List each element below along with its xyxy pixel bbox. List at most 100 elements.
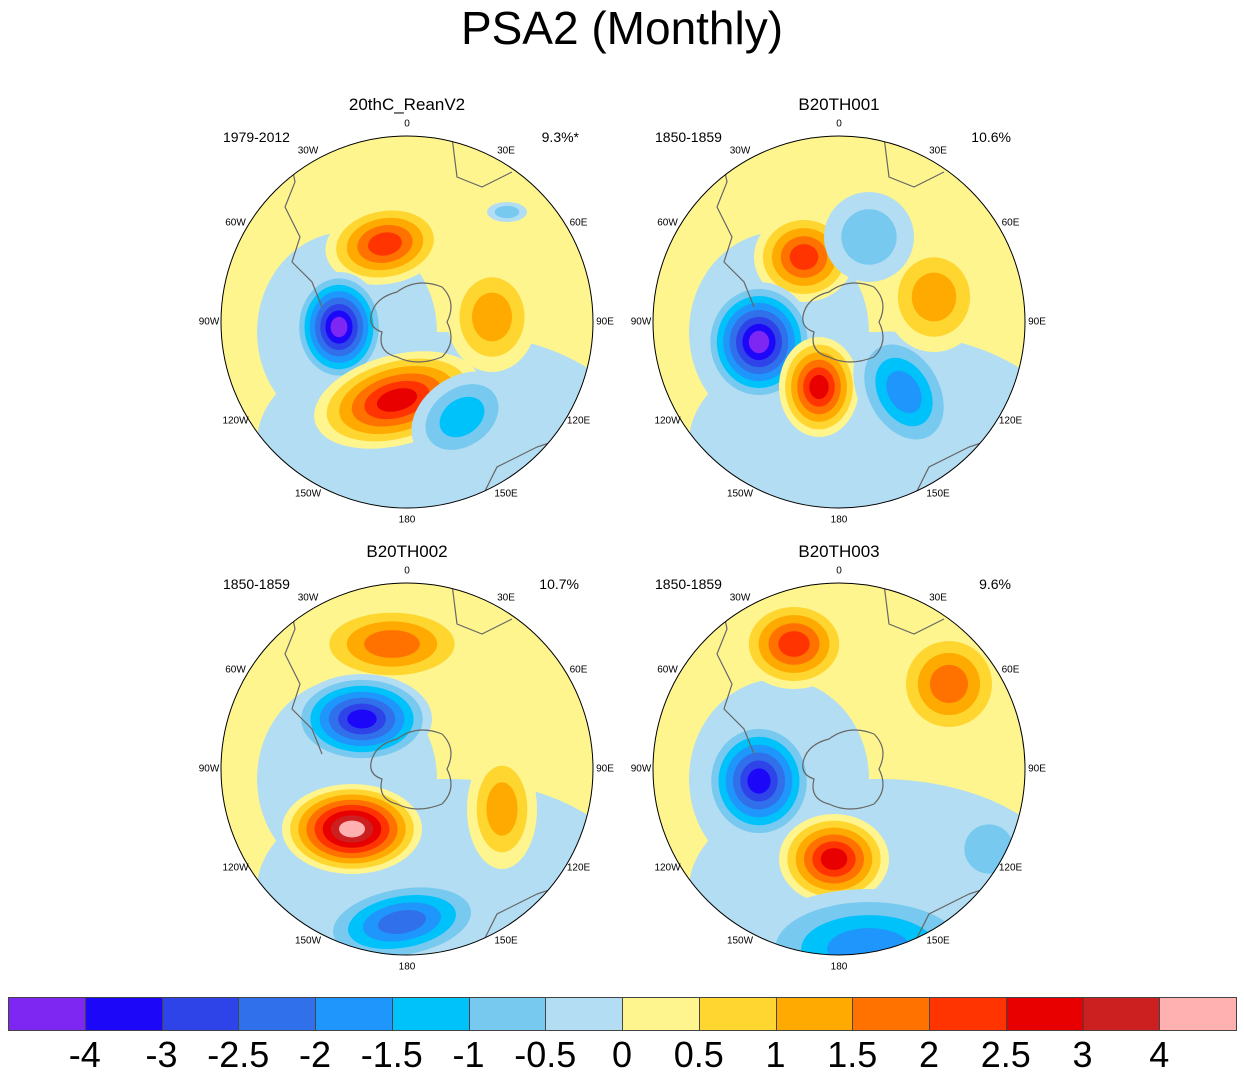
colorbar-swatch (391, 997, 470, 1031)
panel-title: B20TH002 (366, 542, 448, 561)
colorbar (8, 997, 1237, 1031)
coastline (284, 588, 323, 755)
contour-level (347, 709, 377, 729)
colorbar-label: 1 (765, 1034, 786, 1075)
longitude-label: 30W (297, 145, 319, 156)
longitude-label: 30E (929, 145, 947, 156)
longitude-label: 0 (836, 565, 842, 577)
panel-title: B20TH003 (798, 542, 880, 561)
colorbar-label: -2.5 (207, 1034, 270, 1075)
longitude-label: 60W (657, 664, 678, 676)
contour-level (747, 768, 771, 794)
coastline (802, 282, 884, 363)
colorbar-swatch (1082, 997, 1161, 1031)
contour-level (820, 848, 848, 870)
map-border (220, 582, 594, 956)
polar-map (220, 135, 594, 509)
colorbar-swatch (775, 997, 854, 1031)
map-border (220, 135, 594, 509)
contour-level (748, 330, 770, 354)
contour-level (364, 630, 420, 658)
longitude-label: 180 (830, 514, 848, 526)
coastline (716, 588, 755, 755)
contour-level (929, 664, 969, 704)
colorbar-label: 2 (918, 1034, 940, 1075)
colorbar-swatch (84, 997, 163, 1031)
map-panel-2: B20TH001 1850-1859 10.6% 0 30E 60E 90E 120E 1… (631, 95, 1046, 533)
coastline (284, 141, 323, 308)
coastline (370, 729, 452, 810)
longitude-label: 150E (494, 488, 518, 499)
longitude-label: 180 (398, 514, 416, 526)
longitude-label: 180 (830, 961, 848, 973)
colorbar-label: -3 (145, 1034, 178, 1075)
longitude-label: 180 (398, 961, 416, 973)
panel-title: 20thC_ReanV2 (348, 95, 466, 114)
polar-map (652, 582, 1026, 956)
longitude-label: 120W (654, 415, 681, 427)
colorbar-label: -4 (68, 1034, 101, 1075)
coastline (716, 141, 755, 308)
contour-level (486, 782, 518, 836)
colorbar-label: -0.5 (514, 1034, 577, 1075)
coastline (370, 282, 452, 363)
contour-level (494, 205, 520, 219)
longitude-label: 30E (929, 592, 947, 603)
longitude-label: 90E (1028, 763, 1046, 775)
longitude-label: 60E (569, 664, 588, 676)
panel-percent: 10.7% (539, 576, 579, 592)
longitude-label: 120E (998, 415, 1023, 427)
contour-level (377, 910, 427, 934)
longitude-label: 120W (222, 415, 249, 427)
longitude-label: 0 (404, 118, 410, 130)
coastline (451, 583, 513, 635)
longitude-label: 120E (998, 862, 1023, 874)
colorbar-label: -2 (298, 1034, 332, 1075)
longitude-label: 150W (294, 488, 322, 499)
contour-level (330, 316, 348, 338)
longitude-label: 30W (729, 592, 751, 603)
longitude-label: 150W (294, 935, 322, 946)
contour-level (778, 631, 810, 657)
longitude-label: 30W (297, 592, 319, 603)
colorbar-label: 4 (1149, 1034, 1170, 1075)
colorbar-swatch (1159, 997, 1237, 1031)
colorbar-label: 0.5 (673, 1034, 724, 1075)
longitude-label: 60E (1001, 664, 1020, 676)
map-border (652, 135, 1026, 509)
panel-title: B20TH001 (798, 95, 880, 114)
colorbar-swatch (698, 997, 777, 1031)
contour-level (809, 374, 829, 400)
contour-level (827, 928, 911, 955)
longitude-label: 120E (566, 862, 591, 874)
longitude-label: 90E (596, 316, 614, 328)
polar-map (220, 582, 594, 956)
contour-level (339, 820, 365, 838)
longitude-label: 150E (494, 935, 518, 946)
longitude-label: 60W (657, 217, 678, 229)
coastline (883, 583, 945, 635)
panel-period: 1850-1859 (223, 576, 290, 592)
coastline (451, 136, 513, 188)
colorbar-label: 0 (611, 1034, 633, 1075)
contour-level (376, 388, 418, 412)
colorbar-swatch (545, 997, 623, 1031)
colorbar-swatch (315, 997, 393, 1031)
colorbar-swatch (8, 997, 86, 1031)
longitude-label: 60W (225, 664, 246, 676)
colorbar-label: -1 (452, 1034, 485, 1075)
longitude-label: 30E (497, 592, 515, 603)
figure-title: PSA2 (Monthly) (460, 2, 784, 54)
contour-level (886, 370, 922, 414)
longitude-label: 60E (569, 217, 588, 229)
longitude-label: 150E (926, 488, 950, 499)
colorbar-swatch (238, 997, 316, 1031)
longitude-label: 90E (1028, 316, 1046, 328)
map-panel-4: B20TH003 1850-1859 9.6% 0 30E 60E 90E 120E 15… (631, 542, 1046, 980)
longitude-label: 150E (926, 935, 950, 946)
colorbar-label: -1.5 (360, 1034, 423, 1075)
panel-percent: 9.6% (979, 576, 1011, 592)
longitude-label: 120W (222, 862, 249, 874)
longitude-label: 90W (198, 763, 220, 775)
longitude-label: 60W (225, 217, 246, 229)
